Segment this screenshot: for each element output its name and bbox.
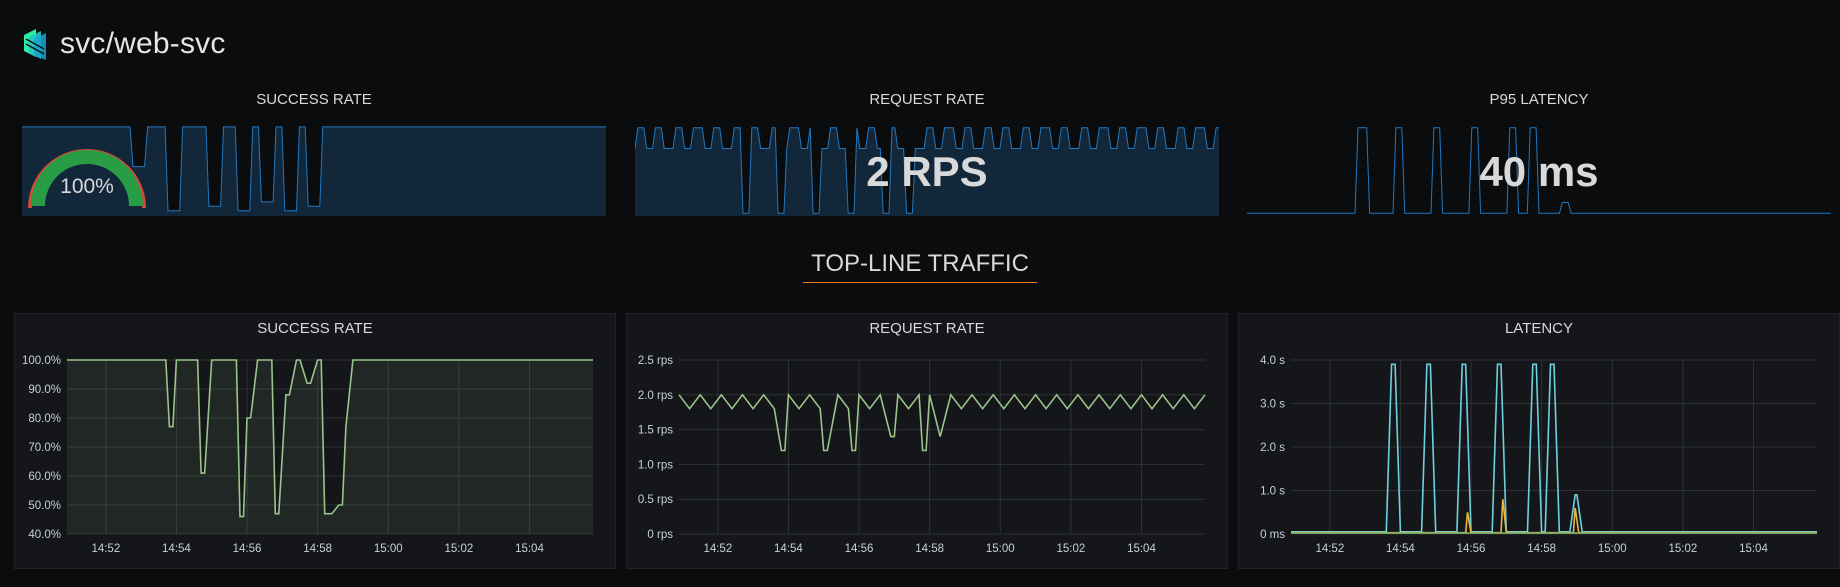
- series-line: [1291, 499, 1817, 534]
- x-tick-label: 14:52: [91, 543, 120, 555]
- success-rate-chart[interactable]: 40.0% 50.0% 60.0% 70.0% 80.0% 90.0% 100.0% 14:5…: [15, 314, 617, 570]
- request-rate-sparkline: [635, 127, 1219, 216]
- x-tick-label: 14:58: [1527, 543, 1556, 555]
- graph-panel-success-rate: SUCCESS RATE 40.0% 50.0% 60.0% 70.0% 80.0% 90…: [14, 313, 616, 569]
- y-tick-label: 80.0%: [28, 413, 61, 425]
- panel-title[interactable]: P95 LATENCY: [1489, 91, 1589, 108]
- y-tick-label: 2.5 rps: [638, 355, 673, 367]
- series-line: [67, 359, 593, 518]
- x-tick-label: 15:02: [444, 543, 473, 555]
- y-tick-label: 60.0%: [28, 471, 61, 483]
- p95-latency-value: 40 ms: [1479, 148, 1599, 195]
- dashboard-title[interactable]: svc/web-svc: [60, 27, 226, 60]
- series-line: [1291, 363, 1817, 533]
- x-tick-label: 15:04: [515, 543, 544, 555]
- y-tick-label: 1.5 rps: [638, 425, 673, 437]
- x-tick-label: 15:00: [1598, 543, 1627, 555]
- y-tick-label: 0 ms: [1260, 529, 1285, 541]
- y-tick-label: 50.0%: [28, 500, 61, 512]
- p95-latency-sparkline: [1247, 127, 1831, 214]
- y-tick-label: 1.0 s: [1260, 486, 1285, 498]
- panel-title[interactable]: SUCCESS RATE: [257, 320, 373, 337]
- success-rate-sparkline: [22, 126, 606, 216]
- x-tick-label: 14:54: [774, 543, 803, 555]
- stat-panel-success-rate: SUCCESS RATE 100%: [22, 88, 606, 222]
- linkerd-logo-icon: [24, 29, 46, 60]
- y-tick-label: 70.0%: [28, 442, 61, 454]
- x-tick-label: 14:54: [162, 543, 191, 555]
- y-tick-label: 90.0%: [28, 384, 61, 396]
- x-tick-label: 15:02: [1056, 543, 1085, 555]
- x-tick-label: 14:58: [303, 543, 332, 555]
- request-rate-value: 2 RPS: [866, 148, 988, 195]
- request-rate-chart[interactable]: 0 rps 0.5 rps 1.0 rps 1.5 rps 2.0 rps 2.5 rps…: [627, 314, 1229, 570]
- y-tick-label: 4.0 s: [1260, 355, 1285, 367]
- y-tick-label: 2.0 s: [1260, 442, 1285, 454]
- x-tick-label: 14:56: [845, 543, 874, 555]
- y-tick-label: 0 rps: [647, 529, 673, 541]
- x-tick-label: 15:00: [986, 543, 1015, 555]
- dashboard-header: svc/web-svc: [22, 22, 226, 66]
- series-line: [678, 392, 1206, 452]
- x-tick-label: 14:52: [703, 543, 732, 555]
- y-tick-label: 100.0%: [22, 355, 61, 367]
- gauge-value: 100%: [60, 175, 114, 198]
- x-tick-label: 14:56: [1457, 543, 1486, 555]
- panel-title[interactable]: SUCCESS RATE: [256, 91, 372, 108]
- y-tick-label: 1.0 rps: [638, 459, 673, 471]
- x-tick-label: 14:56: [233, 543, 262, 555]
- x-tick-label: 14:58: [915, 543, 944, 555]
- panel-title[interactable]: REQUEST RATE: [869, 91, 985, 108]
- y-tick-label: 3.0 s: [1260, 399, 1285, 411]
- stat-panel-request-rate: REQUEST RATE 2 RPS: [635, 88, 1219, 222]
- x-tick-label: 15:04: [1739, 543, 1768, 555]
- success-rate-gauge: 100%: [28, 149, 146, 209]
- y-tick-label: 2.0 rps: [638, 390, 673, 402]
- x-tick-label: 14:52: [1315, 543, 1344, 555]
- x-tick-label: 15:00: [374, 543, 403, 555]
- stat-panel-p95-latency: P95 LATENCY 40 ms: [1247, 88, 1831, 222]
- x-tick-label: 15:02: [1668, 543, 1697, 555]
- x-tick-label: 14:54: [1386, 543, 1415, 555]
- graph-panel-latency: LATENCY 0 ms 1.0 s 2.0 s 3.0 s 4.0 s 14:52 14:…: [1238, 313, 1840, 569]
- graph-panel-request-rate: REQUEST RATE 0 rps 0.5 rps 1.0 rps 1.5 rps 2…: [626, 313, 1228, 569]
- y-tick-label: 40.0%: [28, 529, 61, 541]
- row-title[interactable]: TOP-LINE TRAFFIC: [0, 250, 1840, 283]
- y-tick-label: 0.5 rps: [638, 494, 673, 506]
- panel-title[interactable]: LATENCY: [1504, 320, 1574, 337]
- panel-title[interactable]: REQUEST RATE: [869, 320, 985, 337]
- row-title-text: TOP-LINE TRAFFIC: [803, 250, 1037, 283]
- x-tick-label: 15:04: [1127, 543, 1156, 555]
- latency-chart[interactable]: 0 ms 1.0 s 2.0 s 3.0 s 4.0 s 14:52 14:54 14:56 1…: [1239, 314, 1840, 570]
